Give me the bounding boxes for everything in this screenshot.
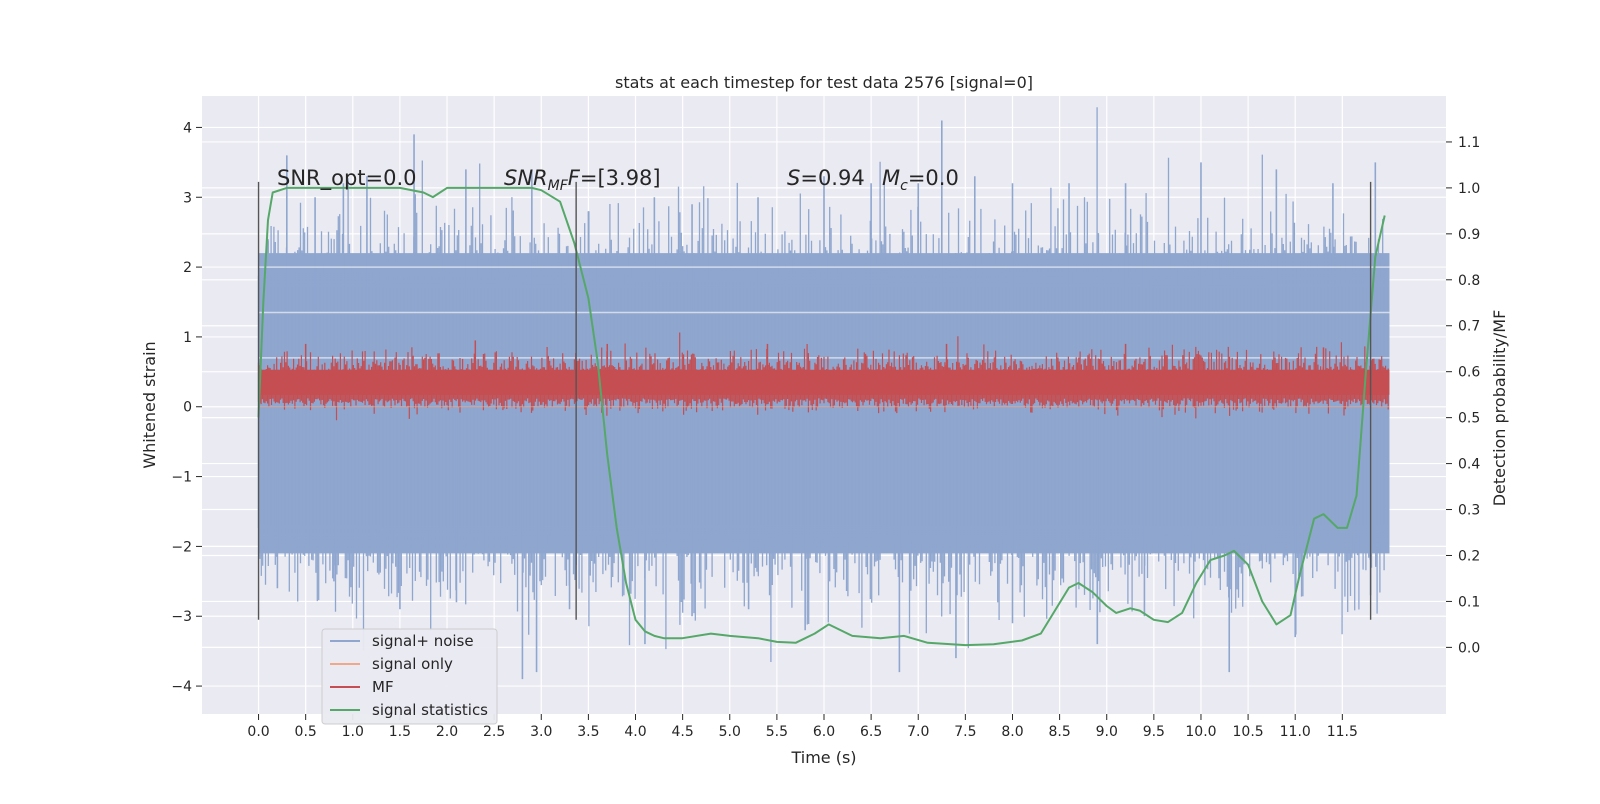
x-tick-label: 11.5 [1327,724,1358,740]
x-tick-label: 9.0 [1096,724,1118,740]
x-tick-label: 10.0 [1185,724,1216,740]
annotation-snr-mf-f: F [568,166,581,190]
x-axis: 0.0 0.5 1.0 1.5 2.0 2.5 3.0 3.5 4.0 4.5 5.0 5.5 6.0 6… [247,714,1358,740]
y-tick-label-left: 3 [183,190,192,206]
x-tick-label: 7.0 [907,724,929,740]
legend: signal+ noise signal only MF signal statist… [321,628,498,725]
legend-label: MF [372,678,394,696]
annotation-mc: Mc=0.0 [882,166,959,194]
annotation-mc-sub: c [900,178,908,194]
y-tick-label-left: 2 [183,260,192,276]
annotation-snr-mf: SNRMFF=[3.98] [504,166,661,194]
x-tick-label: 0.0 [247,724,269,740]
y-tick-label-right: 1.0 [1458,181,1480,197]
x-tick-label: 1.0 [342,724,364,740]
y-tick-label-left: 0 [183,400,192,416]
x-tick-label: 7.5 [954,724,976,740]
x-tick-label: 0.5 [295,724,317,740]
y-tick-label-left: 1 [183,330,192,346]
x-tick-label: 3.0 [530,724,552,740]
x-tick-label: 10.5 [1233,724,1264,740]
y-tick-label-right: 0.8 [1458,273,1480,289]
left-axis: −4 −3 −2 −1 0 1 2 3 4 [171,120,202,695]
x-tick-label: 11.0 [1280,724,1311,740]
y-axis-label-right: Detection probability/MF [1490,310,1509,507]
vertical-markers [257,181,1372,620]
y-tick-label-right: 0.2 [1458,548,1480,564]
annotation-snr-mf-sub: MF [548,178,569,194]
x-tick-label: 4.5 [672,724,694,740]
x-tick-label: 5.5 [766,724,788,740]
series-layer [257,107,1390,680]
y-tick-label-left: −2 [171,539,192,555]
annotation-mc-rest: =0.0 [908,166,959,190]
legend-label: signal+ noise [372,632,474,650]
legend-label: signal statistics [372,701,488,719]
signal-statistics-line [257,186,1386,647]
annotation-snr-mf-main: SNR [504,166,548,190]
y-tick-label-left: −4 [171,679,192,695]
annotation-snr-mf-rest: =[3.98] [580,166,661,190]
x-tick-label: 5.0 [719,724,741,740]
y-axis-label-left: Whitened strain [140,341,159,468]
x-tick-label: 4.0 [624,724,646,740]
x-tick-label: 6.5 [860,724,882,740]
annotation-mc-main: M [882,166,900,190]
annotation-snr-opt: SNR_opt=0.0 [277,166,417,191]
x-tick-label: 6.0 [813,724,835,740]
y-tick-label-left: −1 [171,470,192,486]
y-tick-label-right: 0.7 [1458,319,1480,335]
chart-title: stats at each timestep for test data 257… [615,73,1033,92]
y-tick-label-left: −3 [171,609,192,625]
annotation-s-rest: =0.94 [800,166,864,190]
x-tick-label: 2.5 [483,724,505,740]
legend-box [321,628,498,725]
right-axis: 0.0 0.1 0.2 0.3 0.4 0.5 0.6 0.7 0.8 0.9 1.0 1.1 [1446,135,1480,656]
x-tick-label: 8.0 [1001,724,1023,740]
x-tick-label: 3.5 [577,724,599,740]
y-tick-label-right: 1.1 [1458,135,1480,151]
annotation-s: S=0.94 [787,166,865,190]
y-tick-label-right: 0.0 [1458,640,1480,656]
y-tick-label-right: 0.5 [1458,411,1480,427]
series-signal-statistics [257,186,1386,647]
y-tick-label-left: 4 [183,120,192,136]
x-tick-label: 8.5 [1048,724,1070,740]
y-tick-label-right: 0.4 [1458,457,1480,473]
y-tick-label-right: 0.9 [1458,227,1480,243]
y-tick-label-right: 0.6 [1458,365,1480,381]
x-axis-label: Time (s) [790,748,856,767]
x-tick-label: 1.5 [389,724,411,740]
x-tick-label: 9.5 [1143,724,1165,740]
x-tick-label: 2.0 [436,724,458,740]
annotation-s-main: S [787,166,800,190]
y-tick-label-right: 0.3 [1458,503,1480,519]
legend-label: signal only [372,655,453,673]
y-tick-label-right: 0.1 [1458,594,1480,610]
